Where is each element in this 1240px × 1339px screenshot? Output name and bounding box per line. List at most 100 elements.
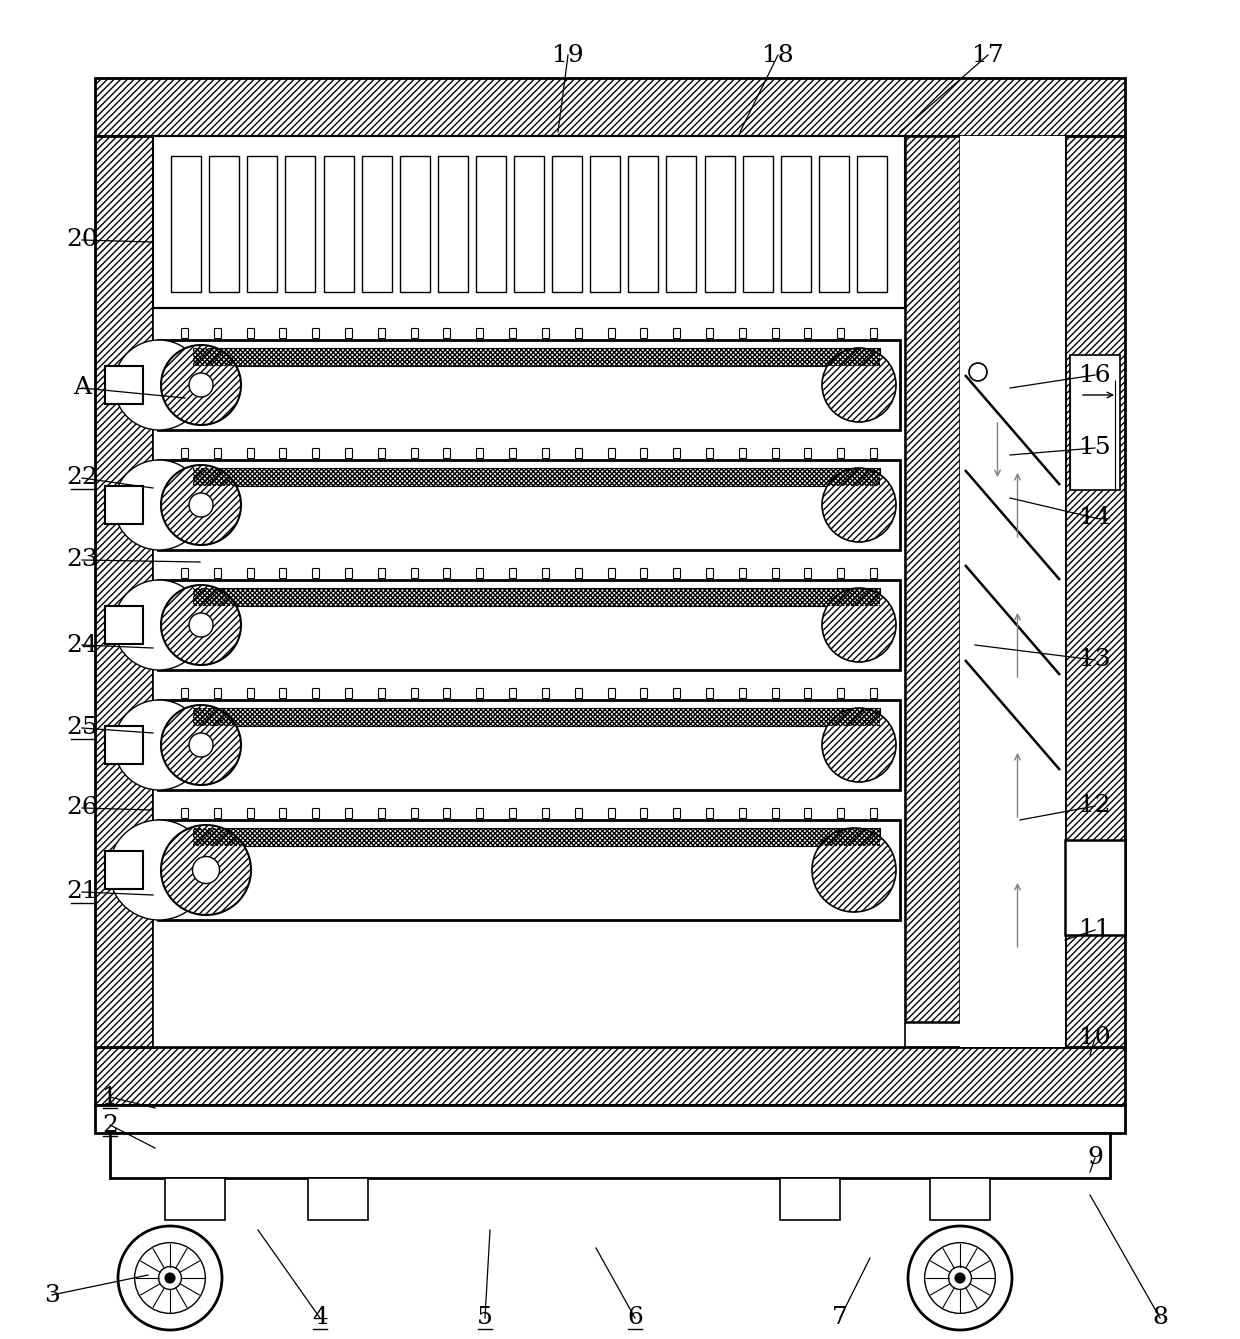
Circle shape <box>114 580 205 670</box>
Circle shape <box>949 1267 971 1289</box>
Text: 22: 22 <box>66 466 98 490</box>
Bar <box>95 1105 1125 1133</box>
Circle shape <box>135 1243 206 1314</box>
Bar <box>247 157 278 292</box>
Bar <box>105 486 143 524</box>
Text: 7: 7 <box>832 1307 848 1330</box>
Circle shape <box>118 1227 222 1330</box>
Circle shape <box>161 465 241 545</box>
Text: 20: 20 <box>66 229 98 252</box>
Bar <box>193 828 880 846</box>
Text: 6: 6 <box>627 1307 642 1330</box>
Circle shape <box>188 613 213 637</box>
Circle shape <box>161 585 241 665</box>
Text: 2: 2 <box>102 1114 118 1137</box>
Bar <box>157 461 900 550</box>
Bar <box>105 607 143 644</box>
Text: 19: 19 <box>552 43 584 67</box>
Text: 15: 15 <box>1079 437 1111 459</box>
Text: 4: 4 <box>312 1307 327 1330</box>
Bar <box>362 157 392 292</box>
Bar <box>590 157 620 292</box>
Bar <box>324 157 353 292</box>
Bar <box>95 78 1125 137</box>
Bar <box>515 157 544 292</box>
Circle shape <box>161 345 241 424</box>
Bar <box>704 157 734 292</box>
Bar <box>110 1133 1110 1178</box>
Bar <box>780 1178 839 1220</box>
Bar <box>193 348 880 366</box>
Bar <box>1065 137 1125 1047</box>
Bar <box>905 137 960 1022</box>
Circle shape <box>188 493 213 517</box>
Bar <box>105 366 143 404</box>
Text: 26: 26 <box>66 797 98 819</box>
Circle shape <box>188 732 213 757</box>
Bar <box>1065 840 1125 935</box>
Circle shape <box>955 1273 965 1283</box>
Circle shape <box>925 1243 996 1314</box>
Bar <box>818 157 849 292</box>
Bar <box>905 137 960 1022</box>
Bar <box>95 1047 1125 1105</box>
Bar <box>743 157 773 292</box>
Circle shape <box>822 588 897 661</box>
Text: 14: 14 <box>1079 506 1111 529</box>
Circle shape <box>165 1273 175 1283</box>
Bar <box>95 1047 1125 1105</box>
Bar <box>193 588 880 607</box>
Circle shape <box>908 1227 1012 1330</box>
Bar <box>193 828 880 846</box>
Bar <box>210 157 239 292</box>
Bar <box>157 340 900 430</box>
Bar <box>153 308 905 1047</box>
Bar <box>438 157 467 292</box>
Text: 1: 1 <box>102 1086 118 1109</box>
Circle shape <box>822 348 897 422</box>
Bar <box>193 469 880 486</box>
Text: 13: 13 <box>1079 648 1111 671</box>
Bar <box>1065 137 1125 1047</box>
Bar <box>930 1178 990 1220</box>
Circle shape <box>968 363 987 382</box>
Text: 10: 10 <box>1079 1027 1111 1050</box>
Bar <box>193 588 880 607</box>
Bar <box>193 348 880 366</box>
Bar <box>157 819 900 920</box>
Text: 21: 21 <box>66 881 98 904</box>
Text: 24: 24 <box>66 633 98 656</box>
Circle shape <box>161 706 241 785</box>
Bar <box>857 157 887 292</box>
Circle shape <box>822 469 897 542</box>
Bar <box>960 137 1065 1047</box>
Text: A: A <box>73 376 91 399</box>
Text: 3: 3 <box>45 1284 60 1307</box>
Bar <box>552 157 582 292</box>
Bar <box>153 137 905 308</box>
Bar <box>666 157 697 292</box>
Bar <box>157 700 900 790</box>
Circle shape <box>161 825 250 915</box>
Bar <box>105 726 143 765</box>
Circle shape <box>822 708 897 782</box>
Bar <box>193 708 880 726</box>
Circle shape <box>114 700 205 790</box>
Text: 18: 18 <box>763 43 794 67</box>
Bar <box>399 157 430 292</box>
Text: 8: 8 <box>1152 1307 1168 1330</box>
Text: 12: 12 <box>1079 794 1111 818</box>
Bar <box>193 708 880 726</box>
Text: 17: 17 <box>972 43 1004 67</box>
Circle shape <box>159 1267 181 1289</box>
Text: 16: 16 <box>1079 363 1111 387</box>
Bar <box>285 157 315 292</box>
Circle shape <box>114 461 205 550</box>
Circle shape <box>188 374 213 396</box>
Bar <box>105 852 143 889</box>
Bar <box>476 157 506 292</box>
Bar <box>1070 355 1120 490</box>
Bar <box>193 469 880 486</box>
Bar <box>95 137 153 1047</box>
Text: 23: 23 <box>66 549 98 572</box>
